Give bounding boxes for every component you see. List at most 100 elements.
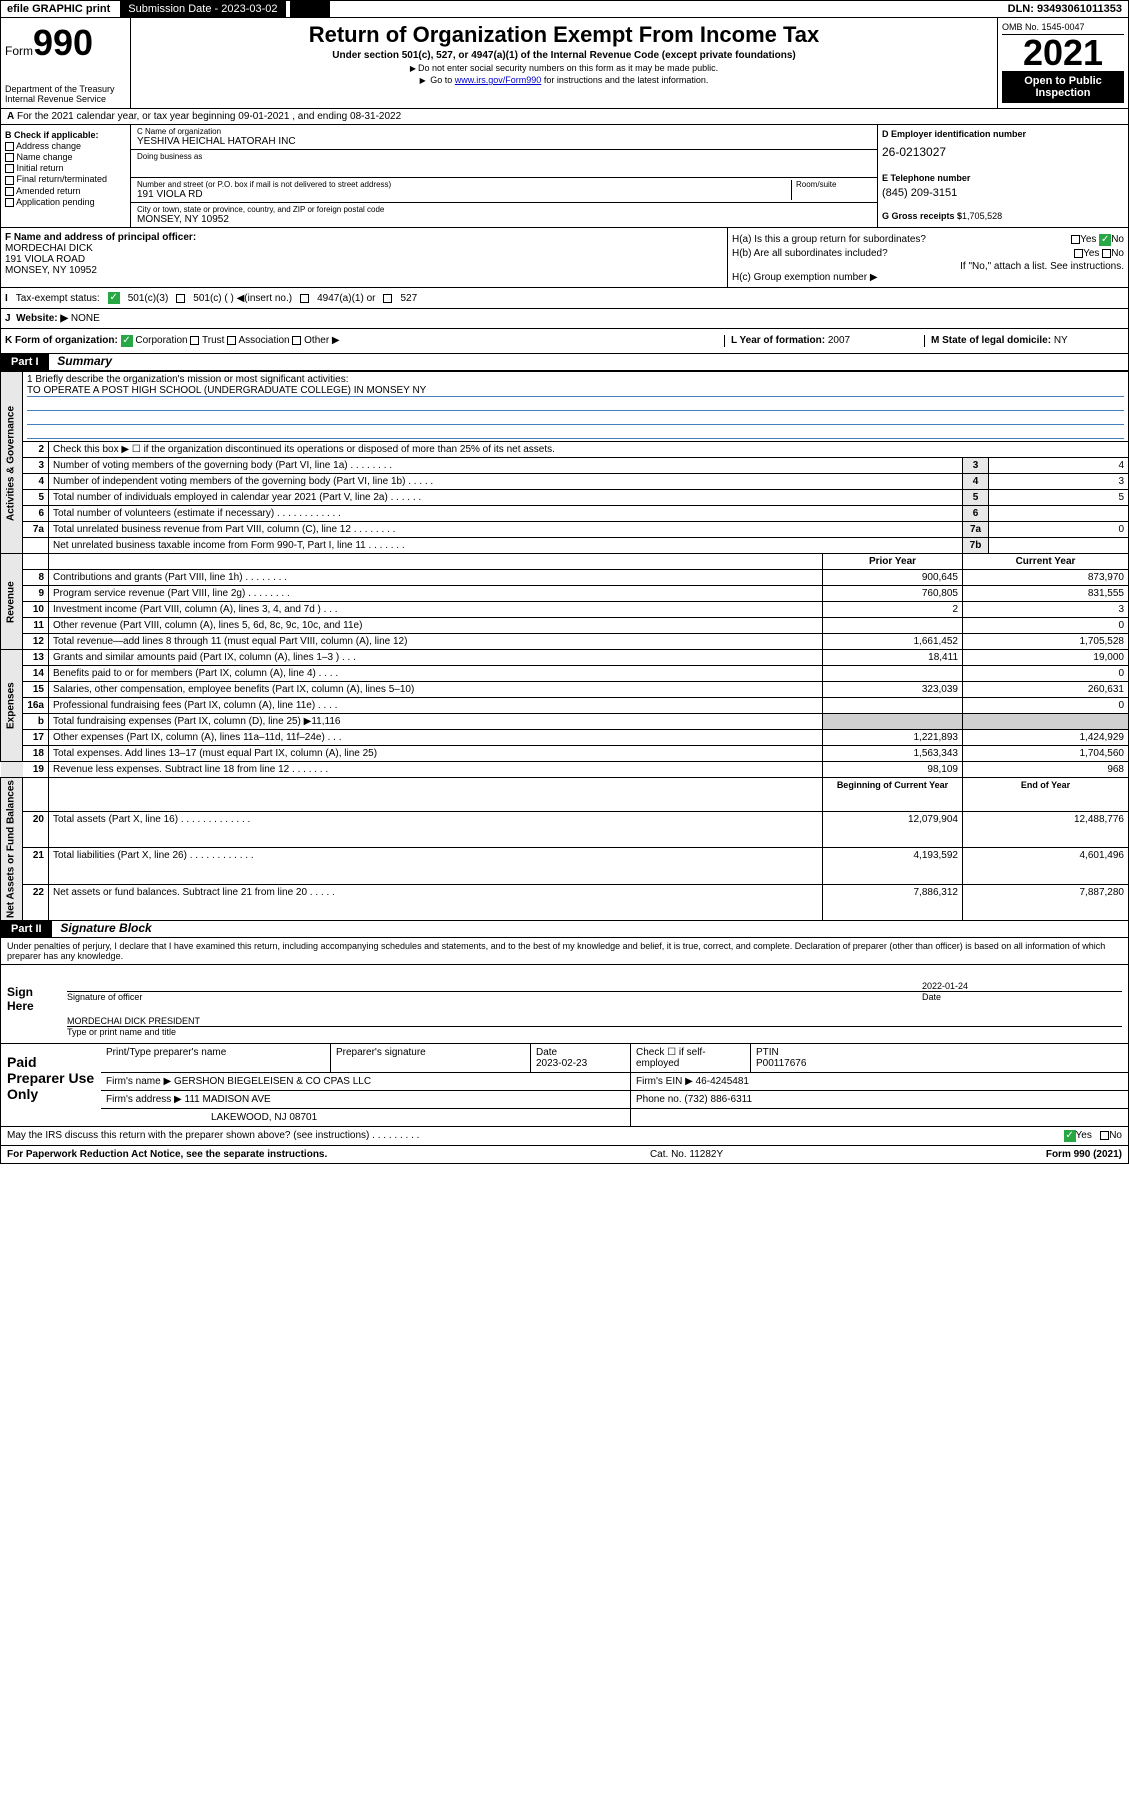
chk-assoc[interactable]	[227, 336, 236, 345]
chk-initial[interactable]: Initial return	[5, 163, 126, 173]
r6t: Total number of volunteers (estimate if …	[49, 506, 963, 522]
r7av: 0	[989, 522, 1129, 538]
part1-hdr: Part I	[1, 354, 49, 370]
prep-h5: PTIN	[756, 1047, 779, 1058]
addr-city-row: City or town, state or province, country…	[131, 203, 877, 227]
r14py	[823, 666, 963, 682]
mission-line3	[27, 413, 1124, 425]
r8cy: 873,970	[963, 570, 1129, 586]
r4n: 4	[23, 474, 49, 490]
r4v: 3	[989, 474, 1129, 490]
org-name: YESHIVA HEICHAL HATORAH INC	[137, 136, 871, 147]
col-c-org: C Name of organization YESHIVA HEICHAL H…	[131, 125, 878, 227]
r7bb: 7b	[963, 538, 989, 554]
ein-val: 26-0213027	[882, 145, 1124, 159]
r3b: 3	[963, 458, 989, 474]
street-lbl: Number and street (or P.O. box if mail i…	[137, 180, 791, 189]
4947-lbl: 4947(a)(1) or	[317, 293, 375, 304]
chk-final-lbl: Final return/terminated	[17, 174, 108, 184]
r16bpy	[823, 714, 963, 730]
preparer-lbl: Paid Preparer Use Only	[1, 1044, 101, 1126]
yof-lbl: L Year of formation:	[731, 335, 825, 346]
website-lbl: Website: ▶	[16, 313, 68, 324]
chk-501c[interactable]	[176, 294, 185, 303]
form-subtitle: Under section 501(c), 527, or 4947(a)(1)…	[135, 50, 993, 61]
r11cy: 0	[963, 618, 1129, 634]
row2-text: Check this box ▶ ☐ if the organization d…	[49, 442, 1129, 458]
r7ab: 7a	[963, 522, 989, 538]
officer-city: MONSEY, NY 10952	[5, 265, 723, 276]
r7an: 7a	[23, 522, 49, 538]
r15py: 323,039	[823, 682, 963, 698]
tel-lbl: E Telephone number	[882, 173, 1124, 183]
prep-row2: Firm's name ▶ GERSHON BIEGELEISEN & CO C…	[101, 1073, 1128, 1091]
part2-title: Signature Block	[60, 921, 151, 935]
mission-line4	[27, 427, 1124, 439]
chk-other[interactable]	[292, 336, 301, 345]
col-b-checkboxes: B Check if applicable: Address change Na…	[1, 125, 131, 227]
ha-boxes[interactable]: Yes ✓No	[1071, 234, 1124, 246]
form-990-num: 990	[33, 22, 93, 63]
r21py: 4,193,592	[823, 848, 963, 884]
summary-table: Activities & Governance 1 Briefly descri…	[0, 371, 1129, 921]
vlabel-nab: Net Assets or Fund Balances	[1, 778, 23, 921]
r4b: 4	[963, 474, 989, 490]
chk-final[interactable]: Final return/terminated	[5, 174, 126, 184]
hb-boxes[interactable]: Yes No	[1074, 248, 1124, 259]
r9n: 9	[23, 586, 49, 602]
r4t: Number of independent voting members of …	[49, 474, 963, 490]
chk-trust[interactable]	[190, 336, 199, 345]
footer-discuss: May the IRS discuss this return with the…	[0, 1127, 1129, 1146]
sign-here-lbl: Sign Here	[1, 965, 61, 1043]
tax-year: 2021	[1002, 35, 1124, 71]
preparer-right: Print/Type preparer's name Preparer's si…	[101, 1044, 1128, 1126]
chk-4947[interactable]	[300, 294, 309, 303]
chk-corp[interactable]: ✓	[121, 335, 133, 347]
form-title: Return of Organization Exempt From Incom…	[135, 22, 993, 48]
col-f-officer: F Name and address of principal officer:…	[1, 228, 728, 287]
section-fh: F Name and address of principal officer:…	[0, 228, 1129, 288]
street-val: 191 VIOLA RD	[137, 189, 791, 200]
irs-link[interactable]: www.irs.gov/Form990	[455, 75, 542, 85]
declaration: Under penalties of perjury, I declare th…	[0, 938, 1129, 965]
addr-lbl: Firm's address ▶	[106, 1094, 182, 1105]
r7at: Total unrelated business revenue from Pa…	[49, 522, 963, 538]
hdr-py: Prior Year	[823, 554, 963, 570]
discuss-text: May the IRS discuss this return with the…	[7, 1130, 419, 1142]
r18t: Total expenses. Add lines 13–17 (must eq…	[49, 746, 823, 762]
section-bcd: B Check if applicable: Address change Na…	[0, 125, 1129, 228]
r12cy: 1,705,528	[963, 634, 1129, 650]
form-word: Form	[5, 44, 33, 58]
r15cy: 260,631	[963, 682, 1129, 698]
r14cy: 0	[963, 666, 1129, 682]
r22cy: 7,887,280	[963, 884, 1129, 920]
chk-501c3[interactable]: ✓	[108, 292, 120, 304]
chk-address[interactable]: Address change	[5, 141, 126, 151]
footer-pra: For Paperwork Reduction Act Notice, see …	[0, 1146, 1129, 1164]
officer-lbl: F Name and address of principal officer:	[5, 232, 196, 243]
phone-lbl: Phone no.	[636, 1094, 682, 1105]
mission-cell: 1 Briefly describe the organization's mi…	[23, 372, 1129, 442]
discuss-boxes[interactable]: ✓Yes No	[1064, 1130, 1122, 1142]
form-990-footer: Form 990 (2021)	[1046, 1149, 1122, 1160]
chk-amended[interactable]: Amended return	[5, 186, 126, 196]
prep-row1: Print/Type preparer's name Preparer's si…	[101, 1044, 1128, 1073]
chk-amended-lbl: Amended return	[16, 186, 81, 196]
prep-row4: LAKEWOOD, NJ 08701	[101, 1109, 1128, 1126]
addr-street: Number and street (or P.O. box if mail i…	[137, 180, 791, 200]
r17t: Other expenses (Part IX, column (A), lin…	[49, 730, 823, 746]
tel-val: (845) 209-3151	[882, 187, 1124, 199]
prep-h1: Print/Type preparer's name	[101, 1044, 331, 1072]
gross-receipts: G Gross receipts $1,705,528	[882, 211, 1124, 221]
chk-527[interactable]	[383, 294, 392, 303]
dln: DLN: 93493061011353	[1002, 1, 1128, 17]
chk-name[interactable]: Name change	[5, 152, 126, 162]
tax-status-lbl: Tax-exempt status:	[16, 293, 100, 304]
r21n: 21	[23, 848, 49, 884]
chk-pending[interactable]: Application pending	[5, 197, 126, 207]
row-i-tax-status: I Tax-exempt status: ✓501(c)(3) 501(c) (…	[0, 288, 1129, 309]
mission-lbl: 1 Briefly describe the organization's mi…	[27, 374, 1124, 385]
city-val: MONSEY, NY 10952	[137, 214, 871, 225]
org-name-lbl: C Name of organization	[137, 127, 871, 136]
vlabel-rev: Revenue	[1, 554, 23, 650]
